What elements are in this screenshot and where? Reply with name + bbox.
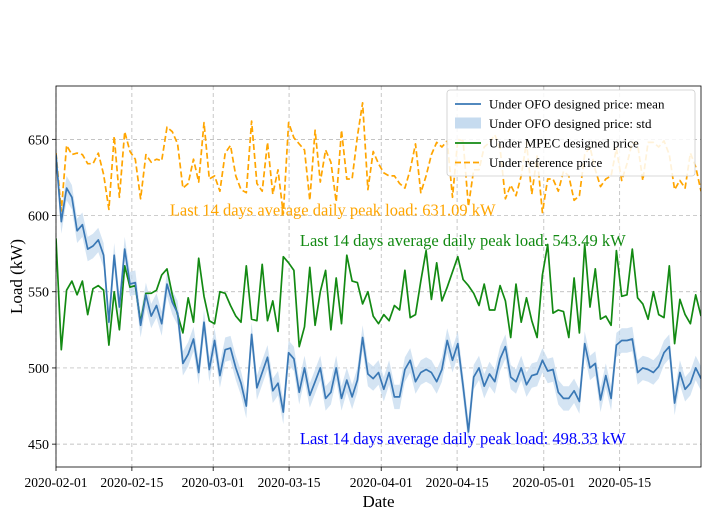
legend-entry-label: Under MPEC designed price <box>489 136 639 151</box>
legend-swatch <box>455 117 481 129</box>
y-tick-label: 550 <box>28 286 49 301</box>
y-tick-label: 600 <box>28 210 49 225</box>
legend-entry-label: Under OFO designed price: std <box>489 116 652 131</box>
y-tick-label: 450 <box>28 438 49 453</box>
mpec-line <box>56 238 701 351</box>
x-tick-label: 2020-03-15 <box>258 475 321 490</box>
x-tick-label: 2020-04-01 <box>350 475 413 490</box>
x-tick-label: 2020-02-15 <box>100 475 163 490</box>
x-tick-label: 2020-03-01 <box>182 475 245 490</box>
x-tick-label: 2020-05-01 <box>512 475 575 490</box>
x-tick-label: 2020-04-15 <box>426 475 489 490</box>
peak-load-annotation: Last 14 days average daily peak load: 63… <box>170 201 496 220</box>
legend-entry-label: Under OFO designed price: mean <box>489 97 665 112</box>
x-axis-label: Date <box>362 492 394 511</box>
y-axis-label: Load (kW) <box>7 239 26 314</box>
peak-load-annotation: Last 14 days average daily peak load: 49… <box>300 429 626 448</box>
legend: Under OFO designed price: mean Under OFO … <box>446 89 696 177</box>
x-tick-label: 2020-02-01 <box>25 475 88 490</box>
peak-load-annotation: Last 14 days average daily peak load: 54… <box>300 231 626 250</box>
plot-area-frame <box>55 85 702 468</box>
legend-box <box>446 89 696 177</box>
y-tick-label: 650 <box>28 133 49 148</box>
ofo-mean-line <box>56 154 701 433</box>
y-tick-label: 500 <box>28 362 49 377</box>
x-tick-label: 2020-05-15 <box>588 475 651 490</box>
legend-entry-label: Under reference price <box>489 155 603 170</box>
